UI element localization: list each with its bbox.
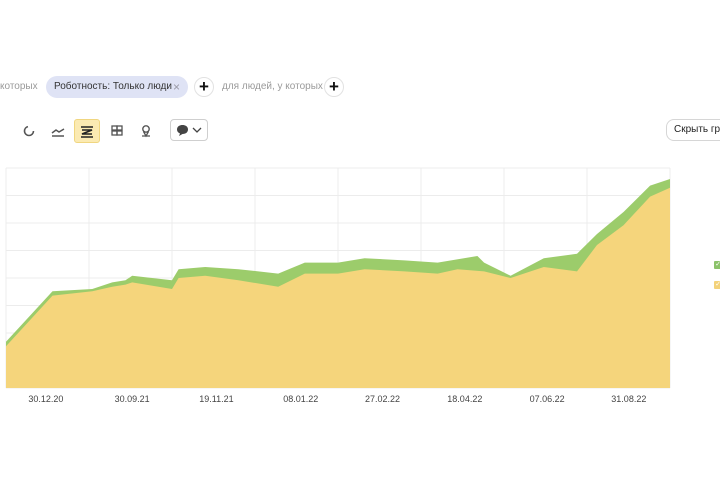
area-series-yellow (6, 187, 670, 388)
x-tick-label: 31.08.22 (611, 394, 646, 404)
x-tick-label: 30.09.21 (115, 394, 150, 404)
stacked-area-icon (81, 126, 93, 138)
chart-legend: ✓ ✓ (714, 261, 720, 301)
add-people-filter-button[interactable]: + (324, 77, 344, 97)
chart-type-pie-button[interactable] (16, 119, 42, 143)
chart-type-stacked-area-button[interactable] (74, 119, 100, 143)
x-tick-label: 18.04.22 (447, 394, 482, 404)
bar-chart-icon (111, 125, 123, 136)
filter-condition-text: которых (0, 81, 38, 92)
line-chart-icon (51, 128, 65, 137)
filter-bar: которых Роботность: Только люди × + для … (0, 76, 720, 100)
filter-chip-robotness[interactable]: Роботность: Только люди × (46, 76, 188, 98)
chevron-down-icon (192, 127, 202, 133)
x-tick-label: 07.06.22 (530, 394, 565, 404)
pie-chart-icon (23, 125, 35, 137)
chart-type-line-button[interactable] (45, 119, 71, 143)
map-pin-icon (142, 125, 150, 138)
hide-chart-button[interactable]: Скрыть гр (666, 119, 720, 141)
x-tick-label: 08.01.22 (283, 394, 318, 404)
people-filter-text: для людей, у которых (222, 81, 323, 92)
add-filter-button[interactable]: + (194, 77, 214, 97)
filter-chip-label: Роботность: Только люди (54, 81, 172, 92)
chart-toolbar: Скрыть гр (0, 119, 720, 145)
chart-type-bar-button[interactable] (104, 119, 130, 143)
legend-swatch-yellow[interactable]: ✓ (714, 281, 720, 289)
speech-bubble-icon (177, 125, 189, 136)
chart-type-map-button[interactable] (133, 119, 159, 143)
x-tick-label: 19.11.21 (199, 394, 233, 404)
legend-swatch-green[interactable]: ✓ (714, 261, 720, 269)
x-tick-label: 27.02.22 (365, 394, 400, 404)
x-tick-label: 30.12.20 (28, 394, 63, 404)
comment-select[interactable] (170, 119, 208, 141)
close-icon[interactable]: × (172, 80, 180, 94)
